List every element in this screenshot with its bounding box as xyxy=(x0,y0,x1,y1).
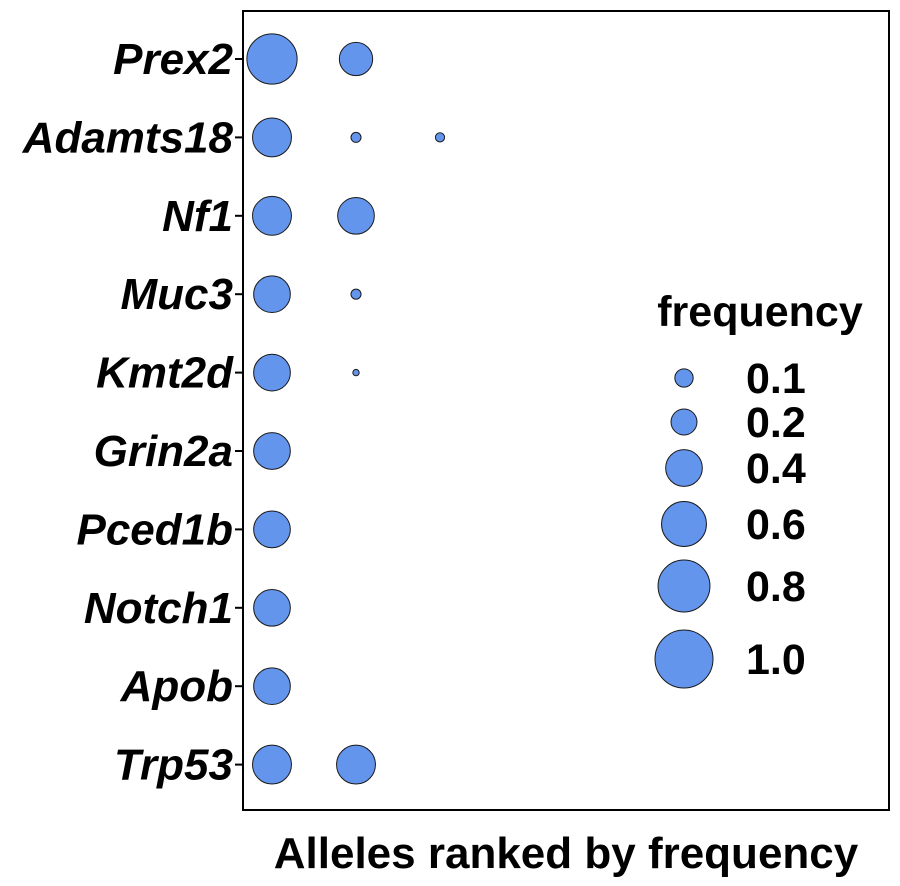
legend-title: frequency xyxy=(657,288,863,336)
data-point xyxy=(352,368,360,377)
legend-key-circle xyxy=(674,368,694,388)
y-tick-label: Muc3 xyxy=(121,270,233,319)
data-point xyxy=(338,41,374,77)
data-point xyxy=(350,131,362,143)
data-point xyxy=(434,132,446,143)
y-tick-label: Trp53 xyxy=(114,741,233,790)
legend-key-circle xyxy=(665,449,703,487)
y-tick-label: Nf1 xyxy=(162,192,233,241)
legend-label: 0.6 xyxy=(746,501,806,549)
data-point xyxy=(252,117,292,158)
legend: frequency 0.10.20.4 0.6 0.8 1.0 xyxy=(654,288,863,689)
legend-label: 0.1 xyxy=(746,355,806,403)
data-point xyxy=(253,510,291,549)
data-point xyxy=(253,275,291,314)
data-point xyxy=(246,33,298,85)
y-tick-label: Pced1b xyxy=(76,505,233,554)
legend-key-circle xyxy=(661,501,707,547)
y-tick-label: Notch1 xyxy=(84,584,233,633)
legend-label: 0.8 xyxy=(746,563,806,611)
y-axis: Prex2 Adamts18 Nf1 Muc3 Kmt2d Grin2a Pced1b Not… xyxy=(22,35,243,790)
x-axis-label: Alleles ranked by frequency xyxy=(274,829,859,878)
y-tick-label: Prex2 xyxy=(113,35,233,84)
data-point xyxy=(253,667,291,706)
data-point xyxy=(253,432,291,470)
data-point xyxy=(252,744,292,785)
legend-key-circle xyxy=(654,629,714,689)
data-point xyxy=(253,588,291,627)
legend-label: 1.0 xyxy=(746,636,806,684)
y-tick-label: Grin2a xyxy=(94,427,233,476)
legend-label: 0.2 xyxy=(746,399,806,447)
y-tick-label: Apob xyxy=(120,662,233,711)
data-point xyxy=(336,744,376,785)
data-point xyxy=(337,196,375,235)
data-point xyxy=(253,353,291,392)
y-tick-label: Kmt2d xyxy=(96,349,234,398)
legend-label: 0.4 xyxy=(746,445,806,493)
y-tick-label: Adamts18 xyxy=(22,113,234,162)
data-point xyxy=(252,195,292,236)
data-points xyxy=(246,33,446,785)
legend-key-circle xyxy=(670,408,698,436)
plot-panel-border xyxy=(242,10,890,811)
data-point xyxy=(350,288,362,300)
legend-key-circle xyxy=(657,559,711,613)
